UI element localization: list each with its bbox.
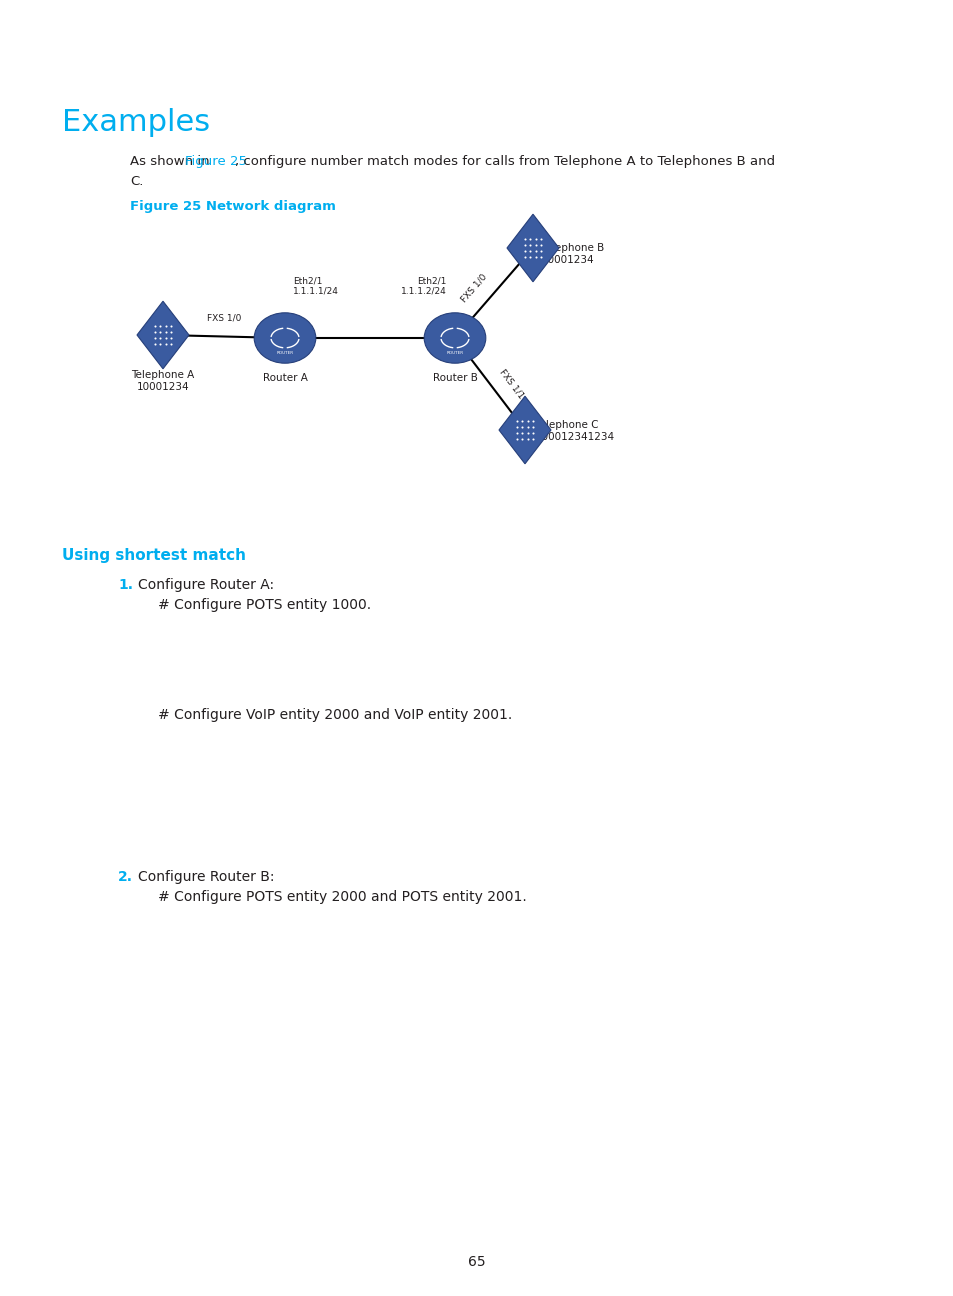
Text: FXS 1/0: FXS 1/0 (207, 314, 241, 323)
Text: Eth2/1
1.1.1.2/24: Eth2/1 1.1.1.2/24 (401, 276, 447, 295)
Text: , configure number match modes for calls from Telephone A to Telephones B and: , configure number match modes for calls… (234, 156, 774, 168)
Polygon shape (506, 214, 558, 281)
Text: Telephone B
20001234: Telephone B 20001234 (540, 244, 603, 264)
Text: FXS 1/0: FXS 1/0 (458, 272, 488, 305)
Text: As shown in: As shown in (130, 156, 213, 168)
Text: Figure 25: Figure 25 (185, 156, 247, 168)
Text: # Configure POTS entity 1000.: # Configure POTS entity 1000. (158, 597, 371, 612)
Text: Configure Router B:: Configure Router B: (138, 870, 274, 884)
Text: Eth2/1
1.1.1.1/24: Eth2/1 1.1.1.1/24 (293, 276, 338, 295)
Text: Telephone C
200012341234: Telephone C 200012341234 (535, 420, 614, 442)
Text: Telephone A
10001234: Telephone A 10001234 (132, 369, 194, 391)
Text: Router B: Router B (432, 373, 476, 384)
Text: Examples: Examples (62, 108, 210, 137)
Ellipse shape (253, 312, 315, 363)
Ellipse shape (424, 312, 485, 363)
Text: Configure Router A:: Configure Router A: (138, 578, 274, 592)
Text: 65: 65 (468, 1255, 485, 1269)
Text: 1.: 1. (118, 578, 132, 592)
Text: Router A: Router A (262, 373, 307, 384)
Text: C.: C. (130, 175, 143, 188)
Text: Using shortest match: Using shortest match (62, 548, 246, 562)
Text: Figure 25 Network diagram: Figure 25 Network diagram (130, 200, 335, 213)
Text: ROUTER: ROUTER (276, 351, 294, 355)
Text: # Configure POTS entity 2000 and POTS entity 2001.: # Configure POTS entity 2000 and POTS en… (158, 890, 526, 905)
Polygon shape (137, 301, 189, 369)
Text: 2.: 2. (118, 870, 132, 884)
Polygon shape (498, 397, 551, 464)
Text: FXS 1/1: FXS 1/1 (497, 368, 525, 400)
Text: ROUTER: ROUTER (446, 351, 463, 355)
Text: # Configure VoIP entity 2000 and VoIP entity 2001.: # Configure VoIP entity 2000 and VoIP en… (158, 708, 512, 722)
